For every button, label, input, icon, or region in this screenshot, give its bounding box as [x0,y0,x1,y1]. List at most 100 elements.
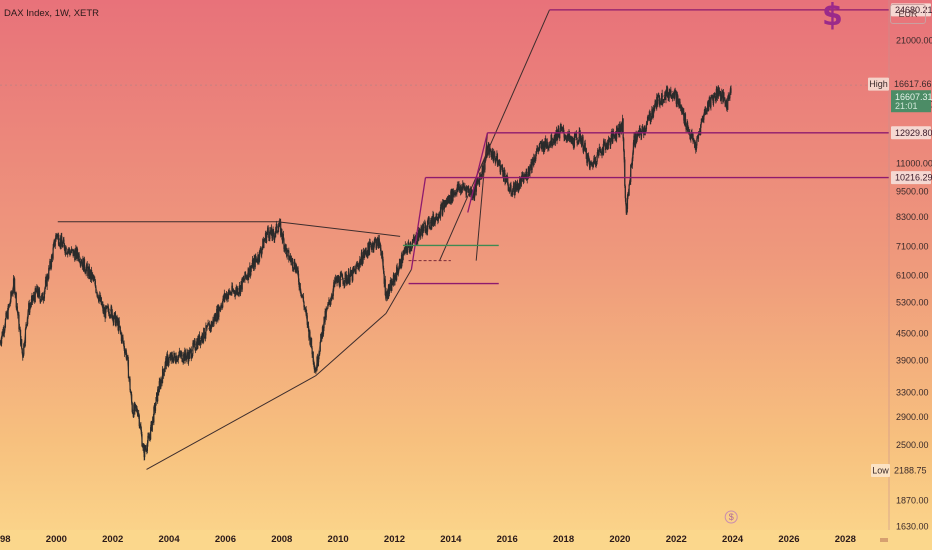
candle-body [345,272,347,275]
candle-body [348,271,350,284]
candle-body [238,292,240,294]
candle-body [224,295,227,299]
candle-body [40,300,42,302]
currency-selector[interactable]: EUR [890,4,926,24]
candle-body [319,342,321,352]
candle-body [107,306,109,312]
candle-body [23,343,25,355]
candle-body [174,355,176,362]
candle-body [378,238,380,244]
candle-body [341,274,344,280]
candle-body [154,405,157,411]
candle-body [545,138,547,145]
candle-body [234,290,236,294]
candle-body [535,153,537,160]
candle-body [500,166,502,168]
candle-body [507,177,509,185]
candle-body [3,330,5,334]
candle-body [700,124,702,135]
candle-body [552,141,554,143]
candle-body [639,129,642,134]
candle-body [144,446,146,458]
candle-body [331,296,333,301]
candle-body [671,94,674,98]
candle-body [288,250,290,260]
candle-body [449,195,451,203]
candle-body [482,169,484,174]
candle-body [318,356,320,363]
candle-body [388,284,390,293]
candle-body [69,252,72,255]
candle-body [310,338,313,348]
candle-body [514,192,516,195]
candle-body [37,288,40,298]
candle-body [47,278,49,280]
candle-body [116,316,118,323]
candle-body [394,275,396,283]
candle-body [181,352,183,362]
candle-body [516,181,519,185]
candle-body [86,263,88,269]
candle-body [526,179,528,181]
candle-body [317,362,319,366]
candle-body [158,391,160,393]
candle-body [274,236,276,240]
candle-body [713,95,715,104]
candle-body [662,99,664,104]
candle-body [723,97,726,99]
candle-body [396,266,398,271]
countdown: 21:01 [895,101,918,111]
candle-body [140,429,143,435]
symbol-title[interactable]: DAX Index, 1W, XETR [4,8,100,19]
candle-body [594,158,597,165]
candle-body [616,126,618,130]
candle-body [257,254,260,261]
candle-body [500,167,502,173]
candle-body [644,130,646,133]
candle-body [474,188,476,198]
candle-body [315,369,317,373]
candle-body [607,145,609,149]
candle-body [248,273,250,278]
candle-body [427,218,429,221]
candle-body [706,109,708,112]
candle-body [576,138,578,144]
last-price-value: 16607.31 [895,92,932,102]
candle-body [507,184,509,191]
candle-body [580,137,583,145]
candle-body [424,222,426,224]
candle-body [95,286,97,293]
candle-body [663,99,665,101]
candle-body [40,299,42,301]
candle-body [71,248,73,250]
candle-body [111,306,113,310]
candle-body [541,142,544,146]
candle-body [566,136,568,142]
candle-body [166,354,169,356]
candle-body [605,145,607,150]
candle-body [659,104,661,105]
candle-body [97,294,99,299]
candle-body [672,94,674,96]
candle-body [695,145,697,151]
candle-body [338,277,340,286]
candle-body [121,335,124,338]
candle-body [679,101,681,109]
candle-body [267,227,269,233]
candle-body [146,450,148,452]
candle-body [306,312,308,316]
candle-body [93,277,95,281]
candle-body [44,287,46,292]
dividend-event-icon[interactable] [724,510,738,524]
candle-body [438,216,440,218]
candle-body [302,296,305,302]
candle-body [91,274,93,280]
candle-body [642,125,644,129]
candle-body [182,361,184,362]
candle-body [489,145,491,151]
candle-body [569,137,571,139]
candle-body [160,379,162,388]
level-tag-mid: 12929.80 [895,128,932,138]
